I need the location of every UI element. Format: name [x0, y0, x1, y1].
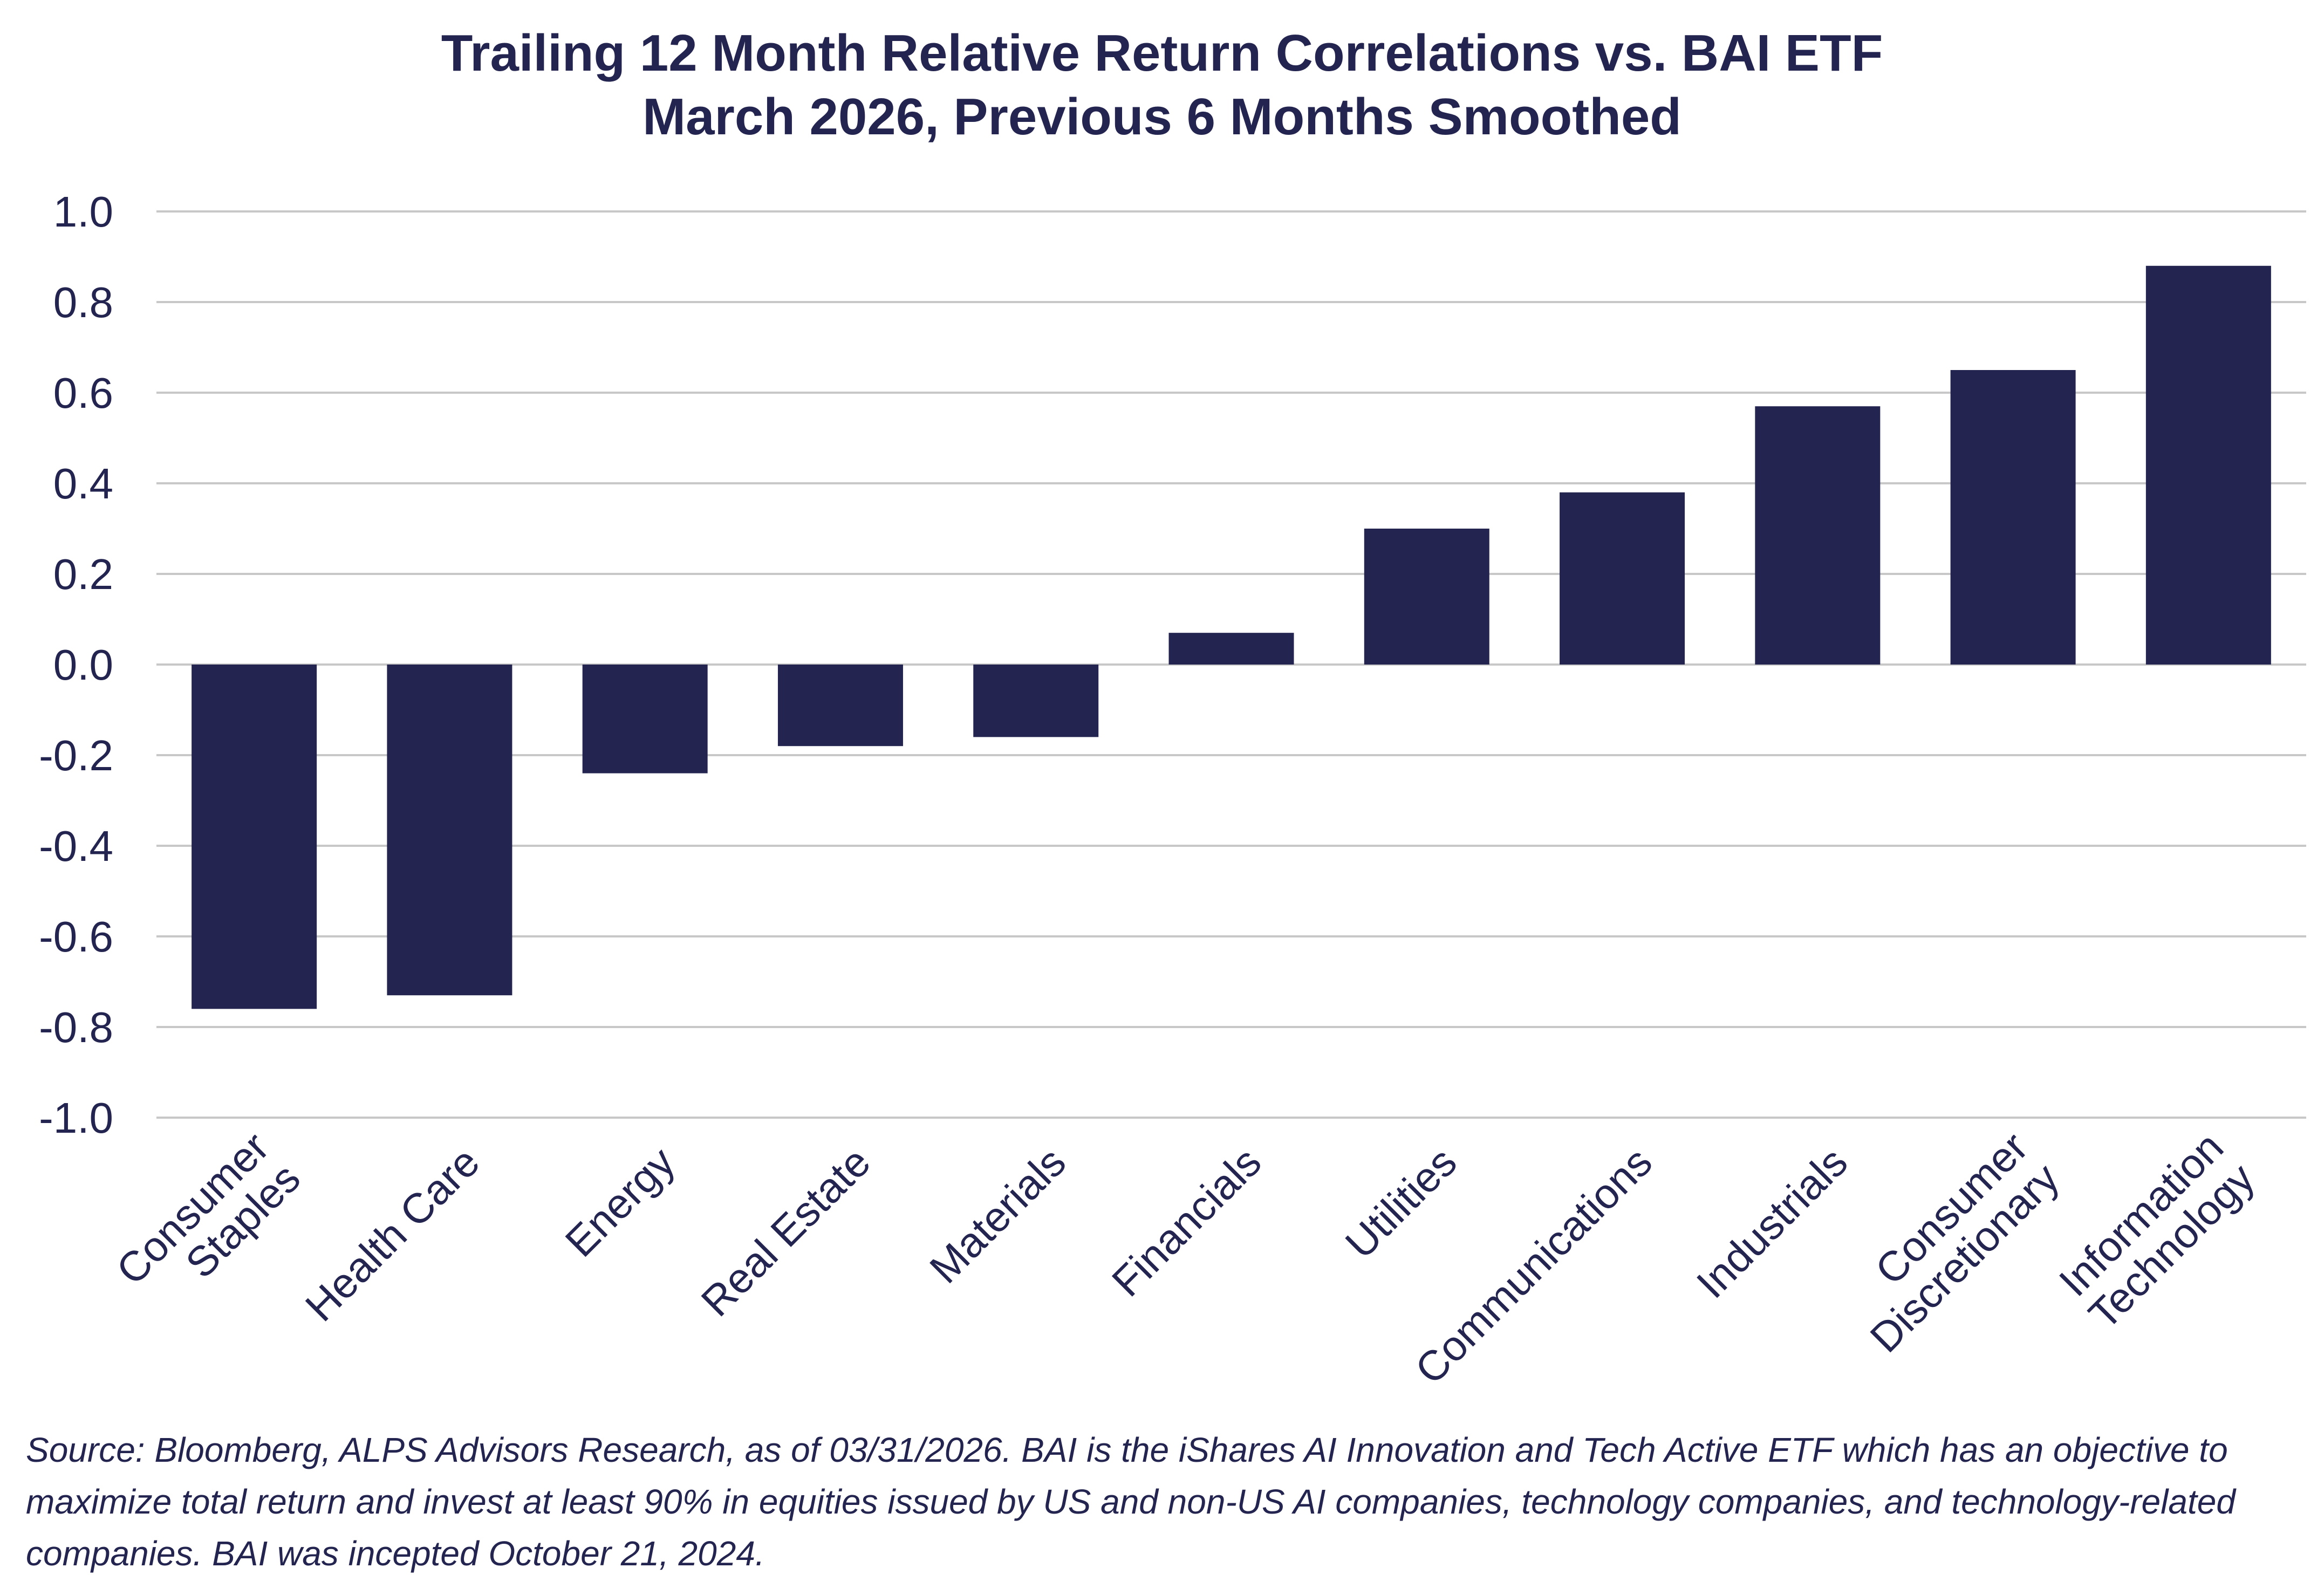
x-category-label-line: Energy: [556, 1138, 684, 1266]
y-tick-label: 0.8: [53, 278, 113, 326]
y-tick-label: -0.8: [39, 1003, 113, 1051]
x-category-label-line: Financials: [1103, 1138, 1270, 1306]
x-category-label-line: Materials: [920, 1138, 1075, 1292]
bar: [1364, 529, 1489, 665]
x-category-label: InformationTechnology: [2048, 1123, 2264, 1338]
y-tick-label: -0.2: [39, 731, 113, 779]
bars: [192, 265, 2271, 1009]
chart-title-block: Trailing 12 Month Relative Return Correl…: [0, 22, 2324, 149]
bar: [2145, 265, 2271, 665]
x-category-label: Real Estate: [692, 1138, 879, 1325]
bar: [582, 665, 708, 773]
x-category-label-line: Industrials: [1687, 1138, 1857, 1308]
bar: [1168, 633, 1294, 665]
x-category-label-line: Health Care: [296, 1138, 489, 1331]
x-category-label: Health Care: [296, 1138, 489, 1331]
bar: [387, 665, 512, 996]
y-tick-label: -0.6: [39, 913, 113, 961]
bar: [1560, 492, 1685, 665]
x-category-label-line: Real Estate: [692, 1138, 879, 1325]
x-category-label: Industrials: [1687, 1138, 1857, 1308]
bar: [973, 665, 1099, 737]
x-category-label-line: Utilities: [1336, 1138, 1466, 1268]
bar: [192, 665, 317, 1009]
y-tick-label: 1.0: [53, 188, 113, 236]
y-tick-label: -0.4: [39, 822, 113, 870]
source-note: Source: Bloomberg, ALPS Advisors Researc…: [26, 1430, 2236, 1573]
x-category-label: Financials: [1103, 1138, 1270, 1306]
chart-title: Trailing 12 Month Relative Return Correl…: [441, 24, 1883, 82]
bar: [1950, 370, 2076, 665]
bar: [1755, 406, 1881, 665]
y-axis-tick-labels: 1.0 0.8 0.6 0.4 0.2 0.0 -0.2 -0.4 -0.6 -0.8 -1.0: [39, 188, 113, 1142]
y-tick-label: 0.6: [53, 369, 113, 417]
x-category-label: Utilities: [1336, 1138, 1466, 1268]
bar: [777, 665, 903, 747]
y-tick-label: -1.0: [39, 1094, 113, 1142]
x-category-label: ConsumerDiscretionary: [1830, 1123, 2068, 1361]
x-category-label: Materials: [920, 1138, 1075, 1292]
x-category-label: ConsumerStaples: [107, 1123, 310, 1325]
gridlines: [156, 210, 2306, 1119]
y-tick-label: 0.2: [53, 550, 113, 598]
chart-subtitle: March 2026, Previous 6 Months Smoothed: [642, 88, 1682, 146]
x-category-label: Energy: [556, 1138, 684, 1266]
y-tick-label: 0.0: [53, 641, 113, 689]
y-tick-label: 0.4: [53, 460, 113, 508]
